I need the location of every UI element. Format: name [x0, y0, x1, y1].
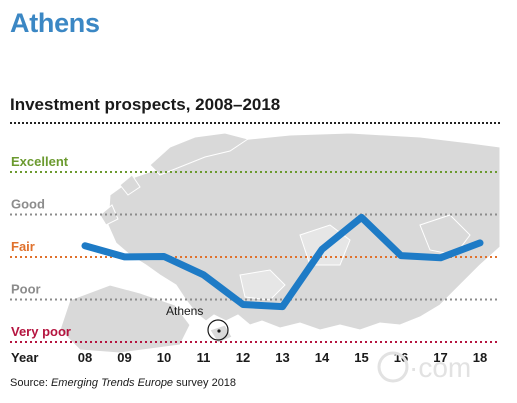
- chart-title: Investment prospects, 2008–2018: [10, 95, 281, 114]
- x-tick-label-17: 17: [433, 350, 447, 365]
- page-title: Athens: [10, 8, 100, 38]
- x-tick-label-11: 11: [197, 350, 211, 365]
- x-tick-label-10: 10: [157, 350, 171, 365]
- y-level-label-very-poor: Very poor: [11, 324, 71, 339]
- x-tick-label-08: 08: [78, 350, 92, 365]
- x-tick-label-18: 18: [473, 350, 487, 365]
- x-tick-label-13: 13: [275, 350, 289, 365]
- y-level-label-poor: Poor: [11, 282, 41, 297]
- source-publication: Emerging Trends Europe: [50, 377, 174, 389]
- x-tick-label-12: 12: [236, 350, 250, 365]
- athens-location-icon: [207, 319, 229, 341]
- x-tick-label-16: 16: [394, 350, 408, 365]
- source-suffix: survey 2018: [173, 377, 237, 389]
- title-divider: [10, 122, 500, 124]
- europe-map-background: [59, 132, 501, 354]
- y-level-label-good: Good: [11, 197, 45, 212]
- y-level-label-excellent: Excellent: [11, 154, 69, 169]
- source-note: Source: Emerging Trends Europe survey 20…: [10, 377, 236, 389]
- source-prefix: Source:: [10, 377, 51, 389]
- x-tick-label-15: 15: [354, 350, 368, 365]
- y-level-label-fair: Fair: [11, 239, 35, 254]
- x-axis-label: Year: [11, 350, 38, 365]
- x-tick-label-14: 14: [315, 350, 330, 365]
- athens-map-label: Athens: [166, 304, 203, 318]
- x-tick-label-09: 09: [117, 350, 131, 365]
- line-chart: Very poor Poor Fair Good Excellent Year 08 09 1…: [10, 132, 501, 365]
